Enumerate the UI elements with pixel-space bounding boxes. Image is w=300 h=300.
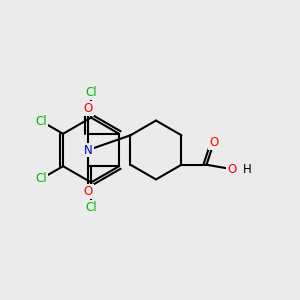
Text: Cl: Cl [36, 172, 47, 185]
Text: O: O [227, 163, 236, 176]
Text: O: O [84, 102, 93, 115]
Text: N: N [84, 143, 93, 157]
Text: O: O [84, 185, 93, 198]
Text: Cl: Cl [85, 86, 97, 99]
Text: Cl: Cl [36, 115, 47, 128]
Text: H: H [243, 163, 252, 176]
Text: O: O [209, 136, 218, 149]
Text: Cl: Cl [85, 201, 97, 214]
